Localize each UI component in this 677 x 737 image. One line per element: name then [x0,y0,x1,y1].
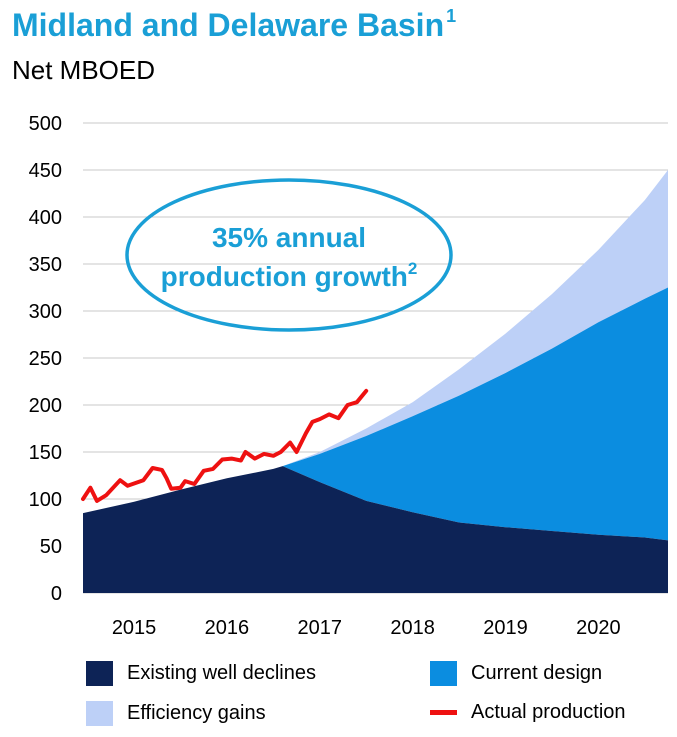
annotation-line2: production growth2 [161,259,418,292]
legend-item-current: Current design [430,661,602,686]
title-footnote: 1 [446,6,457,26]
annotation-line1: 35% annual [212,222,366,253]
x-tick-label: 2017 [298,617,343,639]
area-efficiency-gains [282,170,668,467]
x-tick-label: 2016 [205,617,250,639]
legend-item-existing: Existing well declines [86,661,316,686]
y-tick-label: 0 [51,583,62,605]
chart-subtitle: Net MBOED [12,55,156,85]
y-tick-label: 500 [29,113,62,135]
x-tick-label: 2015 [112,617,157,639]
x-axis-ticks: 2015 2016 2017 2018 2019 2020 [112,617,621,639]
y-tick-label: 400 [29,207,62,229]
y-tick-label: 100 [29,489,62,511]
annotation-ellipse [125,178,453,332]
y-tick-label: 150 [29,442,62,464]
y-tick-label: 200 [29,395,62,417]
legend-item-actual: Actual production [430,701,626,724]
line-actual-production [81,388,369,503]
legend-swatch-actual [430,710,457,715]
y-tick-label: 300 [29,301,62,323]
y-axis-ticks: 0 50 100 150 200 250 300 350 400 450 500 [29,113,62,605]
y-tick-label: 50 [40,536,62,558]
x-tick-label: 2018 [390,617,435,639]
line-layer [81,388,369,503]
legend-label-efficiency: Efficiency gains [127,702,266,724]
area-current-design [282,287,668,541]
chart-title-text: Midland and Delaware Basin [12,7,445,43]
x-tick-label: 2020 [576,617,621,639]
legend-label-existing: Existing well declines [127,662,316,684]
annotation-footnote: 2 [408,259,417,278]
y-tick-label: 250 [29,348,62,370]
x-tick-label: 2019 [483,617,528,639]
area-existing-well-declines [83,466,668,593]
growth-annotation: 35% annual production growth2 [125,178,453,332]
y-tick-label: 450 [29,160,62,182]
legend-swatch-existing [86,661,113,686]
y-tick-label: 350 [29,254,62,276]
legend-item-efficiency: Efficiency gains [86,701,266,726]
area-layer [83,170,668,593]
annotation-line2-text: production growth [161,261,408,292]
chart-title: Midland and Delaware Basin 1 [12,6,456,44]
legend-label-current: Current design [471,662,603,684]
legend-swatch-efficiency [86,701,113,726]
legend-swatch-current [430,661,457,686]
legend-label-actual: Actual production [471,701,626,723]
